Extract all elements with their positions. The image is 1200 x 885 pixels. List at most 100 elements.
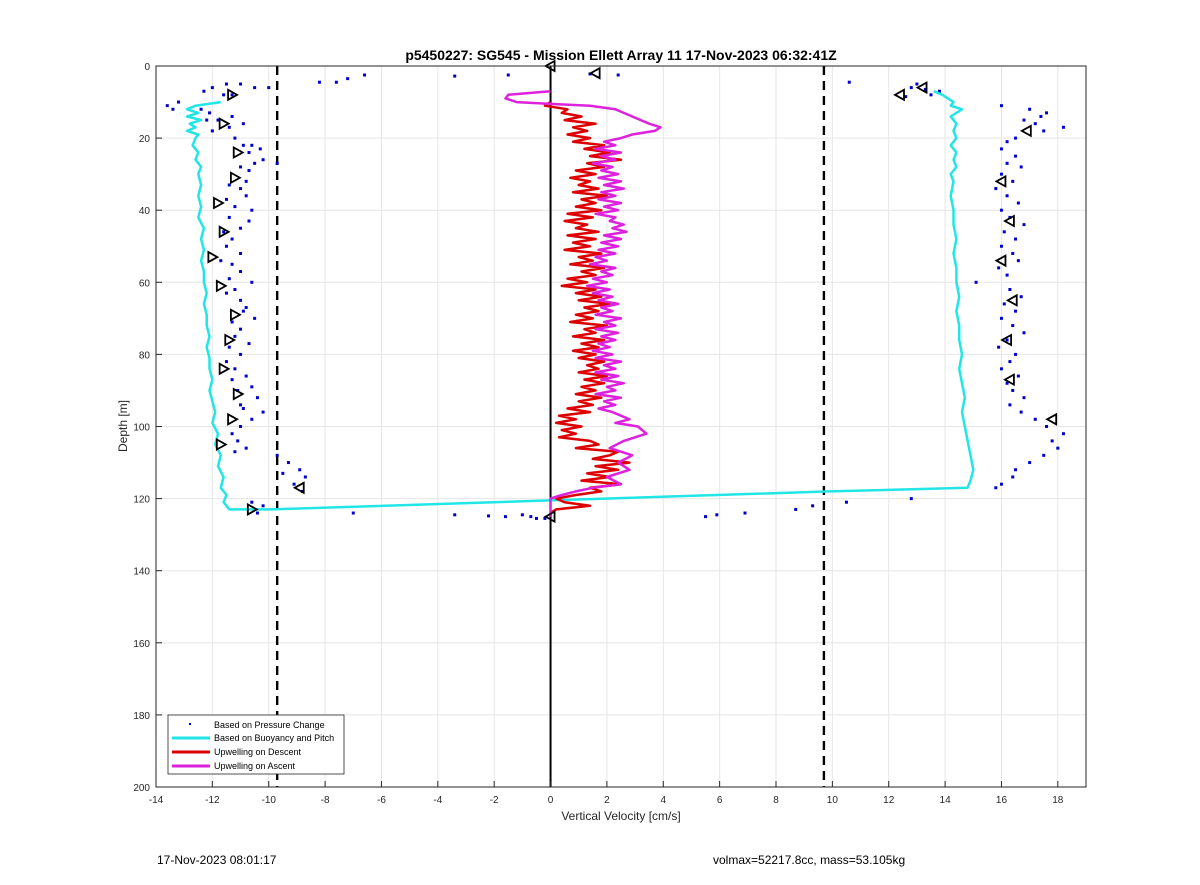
- point-based-on-pressure-change: [244, 306, 248, 310]
- ascent-marker: [893, 88, 905, 102]
- point-based-on-pressure-change: [704, 515, 708, 519]
- point-based-on-pressure-change: [1033, 122, 1037, 126]
- point-based-on-pressure-change: [255, 511, 259, 515]
- y-tick-label: 60: [139, 278, 151, 289]
- legend: Based on Pressure Change Based on Buoyan…: [167, 714, 345, 775]
- y-tick-label: 160: [133, 639, 150, 650]
- point-based-on-pressure-change: [1045, 425, 1049, 428]
- x-tick-label: 0: [548, 795, 554, 806]
- point-based-on-pressure-change: [1011, 388, 1015, 392]
- point-based-on-pressure-change: [363, 73, 367, 77]
- point-based-on-pressure-change: [1019, 295, 1023, 299]
- point-based-on-pressure-change: [1008, 288, 1012, 292]
- y-tick-label: 40: [139, 206, 151, 217]
- x-tick-label: -8: [321, 795, 330, 806]
- x-tick-label: -4: [433, 795, 442, 806]
- point-based-on-pressure-change: [239, 352, 243, 356]
- x-tick-label: 14: [940, 795, 952, 806]
- point-based-on-pressure-change: [1011, 324, 1015, 328]
- point-based-on-pressure-change: [267, 86, 271, 90]
- point-based-on-pressure-change: [275, 161, 279, 165]
- point-based-on-pressure-change: [199, 107, 203, 111]
- point-based-on-pressure-change: [241, 143, 245, 147]
- line-upwelling-on-ascent: [504, 89, 662, 517]
- x-tick-label: 6: [717, 795, 723, 806]
- point-based-on-pressure-change: [233, 450, 237, 454]
- point-based-on-pressure-change: [1039, 114, 1043, 118]
- point-based-on-pressure-change: [227, 183, 231, 187]
- x-tick-label: 4: [660, 795, 666, 806]
- point-based-on-pressure-change: [1028, 461, 1032, 465]
- point-based-on-pressure-change: [244, 194, 248, 198]
- descent-marker: [224, 333, 237, 347]
- point-based-on-pressure-change: [1042, 129, 1046, 133]
- point-based-on-pressure-change: [1016, 374, 1020, 378]
- x-tick-label: 18: [1052, 795, 1064, 806]
- point-based-on-pressure-change: [1061, 125, 1065, 129]
- legend-label-ascent: Upwelling on Ascent: [214, 761, 296, 771]
- ascent-marker: [1045, 412, 1058, 426]
- point-based-on-pressure-change: [999, 104, 1003, 108]
- point-based-on-pressure-change: [247, 342, 251, 346]
- point-based-on-pressure-change: [915, 82, 919, 86]
- descent-marker: [230, 171, 242, 185]
- point-based-on-pressure-change: [1005, 140, 1009, 144]
- point-based-on-pressure-change: [923, 87, 927, 91]
- point-based-on-pressure-change: [239, 327, 243, 331]
- x-tick-label: 2: [604, 795, 610, 806]
- ascent-marker: [292, 481, 305, 495]
- point-based-on-pressure-change: [1019, 410, 1023, 414]
- point-based-on-pressure-change: [1005, 273, 1009, 277]
- point-based-on-pressure-change: [794, 507, 798, 511]
- point-based-on-pressure-change: [275, 453, 279, 457]
- point-based-on-pressure-change: [1022, 396, 1026, 400]
- descent-marker: [232, 387, 245, 401]
- y-tick-label: 140: [133, 567, 150, 578]
- point-based-on-pressure-change: [239, 82, 243, 86]
- point-based-on-pressure-change: [1002, 302, 1006, 306]
- point-based-on-pressure-change: [253, 161, 257, 165]
- ascent-marker: [994, 254, 1007, 268]
- y-tick-label: 180: [133, 711, 150, 722]
- point-based-on-pressure-change: [974, 280, 978, 284]
- point-based-on-pressure-change: [255, 396, 259, 400]
- point-based-on-pressure-change: [1056, 446, 1060, 450]
- point-based-on-pressure-change: [929, 93, 933, 97]
- point-based-on-pressure-change: [247, 219, 251, 223]
- point-based-on-pressure-change: [202, 89, 206, 93]
- descent-marker: [230, 308, 242, 322]
- point-based-on-pressure-change: [1011, 251, 1015, 255]
- line-based-on-buoyancy-and-pitch: [185, 90, 975, 511]
- point-based-on-pressure-change: [904, 95, 908, 99]
- x-axis-ticks: -14 -12 -10 -8 -6 -4 -2 0 2 4 6 8 10 12 14 16 18: [149, 781, 1064, 806]
- legend-label-pressure: Based on Pressure Change: [214, 720, 325, 730]
- y-tick-label: 200: [133, 783, 150, 794]
- x-tick-label: -10: [262, 795, 277, 806]
- descent-marker: [215, 437, 228, 452]
- point-based-on-pressure-change: [487, 514, 491, 518]
- point-based-on-pressure-change: [997, 266, 1001, 270]
- legend-label-descent: Upwelling on Descent: [214, 747, 302, 757]
- point-based-on-pressure-change: [1002, 230, 1006, 234]
- point-based-on-pressure-change: [1011, 475, 1015, 479]
- point-based-on-pressure-change: [298, 468, 302, 472]
- point-based-on-pressure-change: [236, 439, 240, 443]
- ascent-marker: [588, 66, 601, 80]
- point-based-on-pressure-change: [222, 230, 226, 234]
- point-based-on-pressure-change: [253, 86, 257, 90]
- y-tick-label: 20: [139, 134, 151, 145]
- point-based-on-pressure-change: [233, 334, 237, 338]
- point-based-on-pressure-change: [534, 516, 538, 520]
- point-based-on-pressure-change: [999, 482, 1003, 486]
- legend-swatch-pressure: [189, 723, 191, 725]
- reference-lines: [275, 66, 826, 787]
- x-tick-label: 12: [883, 795, 895, 806]
- legend-label-buoyancy: Based on Buoyancy and Pitch: [214, 733, 334, 743]
- ascent-marker: [1000, 333, 1012, 347]
- point-based-on-pressure-change: [1019, 165, 1023, 169]
- point-based-on-pressure-change: [230, 237, 234, 241]
- point-based-on-pressure-change: [1022, 118, 1026, 122]
- ascent-marker: [1003, 214, 1015, 228]
- point-based-on-pressure-change: [250, 500, 254, 504]
